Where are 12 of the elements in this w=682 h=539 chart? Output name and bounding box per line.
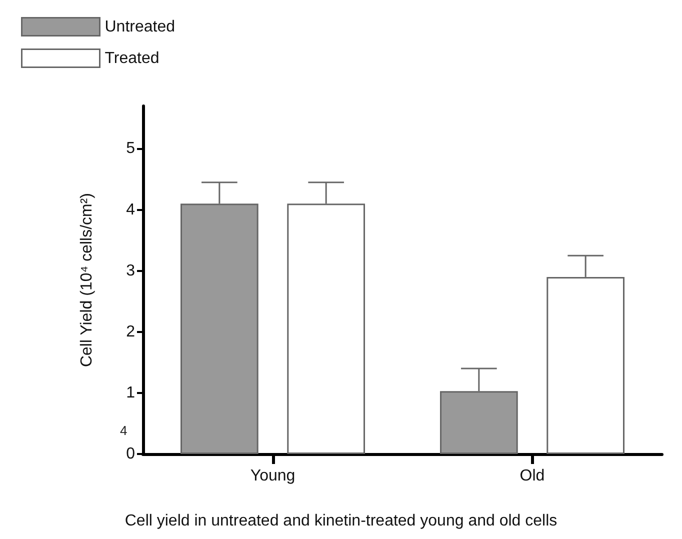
y-axis-title: Cell Yield (10⁴ cells/cm²) [78,192,96,368]
legend-label: Untreated [104,18,176,36]
y-tick-label: 0 [126,446,136,462]
x-tick-label: Young [250,468,296,484]
y-tick-label: 5 [126,140,136,158]
text: Cell yield in untreated and kinetin-treated young and old cells [124,512,558,530]
x-tick-label: Old [520,468,545,484]
legend-label: Treated [104,50,160,67]
y-tick-label: 2 [126,323,136,340]
y-tick-label: 4 [126,201,136,218]
y-tick-label: 3 [126,262,136,280]
y-tick-label: 1 [126,384,136,402]
